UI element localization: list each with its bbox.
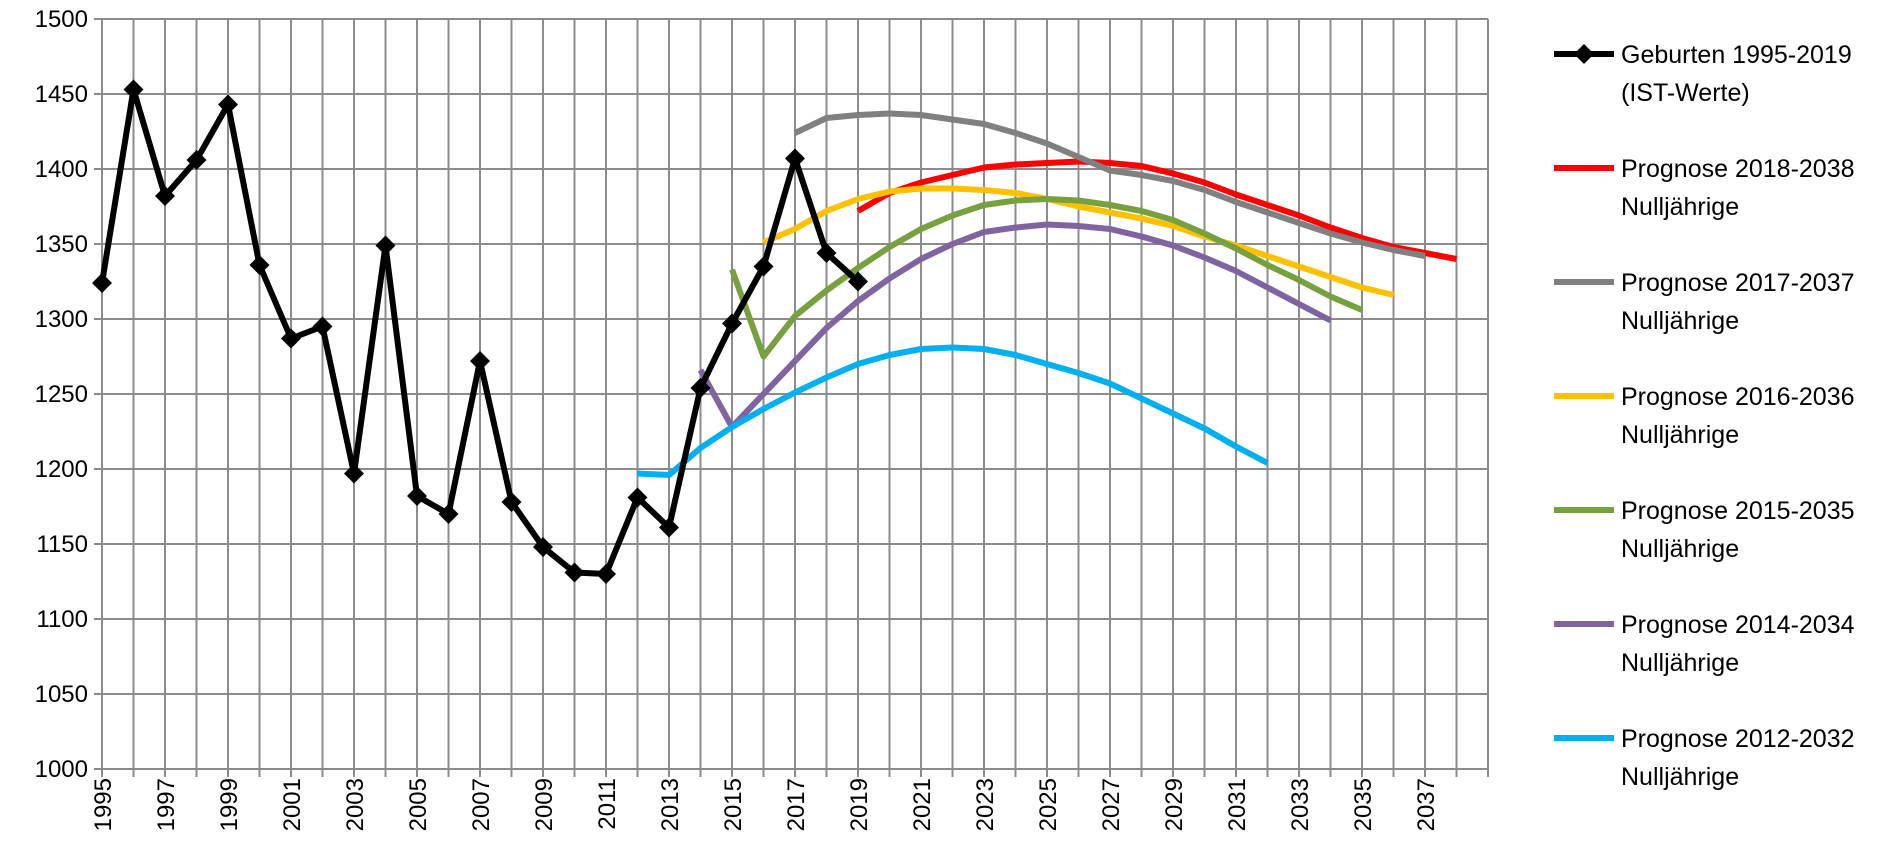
series-line xyxy=(697,221,1332,430)
data-point-marker xyxy=(344,463,364,484)
legend-label: Prognose 2017-2037 xyxy=(1621,269,1855,297)
x-tick-label: 2029 xyxy=(1161,778,1188,831)
data-point-marker xyxy=(407,486,427,506)
legend-label: Prognose 2015-2035 xyxy=(1621,497,1855,525)
y-tick-label: 1450 xyxy=(35,81,88,108)
x-tick-label: 2023 xyxy=(972,778,999,831)
x-tick-label: 2017 xyxy=(783,778,810,831)
x-tick-label: 2033 xyxy=(1287,778,1314,831)
legend-item: Prognose 2017-2037 Nulljährige xyxy=(1554,269,1855,335)
data-point-marker xyxy=(659,517,679,538)
legend-item: Geburten 1995-2019 (IST-Werte) xyxy=(1554,41,1852,107)
data-point-marker xyxy=(218,94,238,115)
legend-marker xyxy=(1574,44,1594,64)
legend-item: Prognose 2014-2034 Nulljährige xyxy=(1554,611,1855,677)
x-tick-label: 2011 xyxy=(594,778,621,830)
gridlines xyxy=(102,18,1489,769)
x-tick-label: 2025 xyxy=(1035,778,1062,831)
y-tick-label: 1050 xyxy=(35,681,88,708)
x-tick-label: 1995 xyxy=(90,778,117,831)
legend-label: Prognose 2012-2032 xyxy=(1621,725,1855,753)
y-tick-label: 1100 xyxy=(36,606,88,633)
legend-label: Geburten 1995-2019 xyxy=(1621,41,1852,69)
data-point-marker xyxy=(564,562,585,583)
data-point-marker xyxy=(722,313,742,334)
y-tick-label: 1250 xyxy=(35,381,88,408)
legend: Geburten 1995-2019 (IST-Werte) Prognose 20… xyxy=(1554,41,1855,791)
y-tick-label: 1000 xyxy=(35,756,88,783)
data-point-marker xyxy=(627,487,648,508)
x-tick-label: 2035 xyxy=(1350,778,1377,831)
y-tick-label: 1300 xyxy=(35,306,88,333)
x-tick-label: 2009 xyxy=(531,778,558,831)
data-point-marker xyxy=(281,328,301,349)
y-axis-tick-labels: 1000 1050 1100 1150 1200 1250 1300 1350 1400 1450… xyxy=(35,6,88,783)
legend-label: Prognose 2014-2034 xyxy=(1621,611,1855,639)
y-tick-label: 1500 xyxy=(35,6,88,33)
x-tick-label: 2021 xyxy=(909,778,936,831)
series-line xyxy=(762,185,1395,298)
legend-label: Nulljährige xyxy=(1621,763,1739,791)
data-point-marker xyxy=(249,255,270,275)
y-tick-label: 1400 xyxy=(35,156,88,183)
data-point-marker xyxy=(470,351,490,371)
x-tick-label: 2007 xyxy=(468,778,495,831)
data-point-marker xyxy=(375,235,396,256)
data-point-marker xyxy=(186,150,207,170)
x-tick-label: 2013 xyxy=(657,778,684,831)
series-line xyxy=(856,158,1458,262)
x-tick-label: 2015 xyxy=(720,778,747,831)
data-point-marker xyxy=(816,243,837,263)
series-line xyxy=(793,110,1426,259)
legend-label: Nulljährige xyxy=(1621,193,1739,221)
data-point-marker xyxy=(92,273,112,293)
x-tick-label: 2031 xyxy=(1224,778,1251,831)
data-point-marker xyxy=(501,492,522,512)
y-tick-label: 1150 xyxy=(36,531,88,558)
data-point-marker xyxy=(438,504,459,524)
x-tick-label: 1999 xyxy=(216,778,243,831)
legend-label: Nulljährige xyxy=(1621,307,1739,335)
legend-item: Prognose 2012-2032 Nulljährige xyxy=(1554,725,1855,791)
series-line xyxy=(637,344,1269,478)
series-markers xyxy=(92,79,868,584)
legend-label: Prognose 2018-2038 xyxy=(1621,155,1855,183)
x-tick-label: 2001 xyxy=(279,778,306,831)
data-point-marker xyxy=(753,256,774,277)
data-point-marker xyxy=(596,564,616,584)
axes xyxy=(94,18,1489,777)
x-tick-label: 1997 xyxy=(153,778,180,831)
data-point-marker xyxy=(690,378,711,398)
data-point-marker xyxy=(785,148,805,169)
data-point-marker xyxy=(155,186,175,206)
x-tick-label: 2005 xyxy=(405,778,432,831)
data-point-marker xyxy=(123,79,144,100)
series-line xyxy=(729,196,1364,360)
x-tick-label: 2037 xyxy=(1413,778,1440,831)
legend-label: (IST-Werte) xyxy=(1621,79,1750,107)
data-point-marker xyxy=(848,271,868,292)
y-tick-label: 1350 xyxy=(35,231,88,258)
x-tick-label: 2003 xyxy=(342,778,369,831)
y-tick-label: 1200 xyxy=(35,456,88,483)
x-tick-label: 2027 xyxy=(1098,778,1125,831)
legend-label: Nulljährige xyxy=(1621,649,1739,677)
legend-label: Nulljährige xyxy=(1621,421,1739,449)
legend-label: Nulljährige xyxy=(1621,535,1739,563)
data-point-marker xyxy=(533,537,553,557)
x-axis-tick-labels: 1995 1997 1999 2001 2003 2005 2007 2009 2011 2013… xyxy=(90,778,1440,831)
legend-item: Prognose 2018-2038 Nulljährige xyxy=(1554,155,1855,221)
legend-item: Prognose 2015-2035 Nulljährige xyxy=(1554,497,1855,563)
legend-item: Prognose 2016-2036 Nulljährige xyxy=(1554,383,1855,449)
data-point-marker xyxy=(312,316,333,337)
legend-label: Prognose 2016-2036 xyxy=(1621,383,1855,411)
x-tick-label: 2019 xyxy=(846,778,873,831)
